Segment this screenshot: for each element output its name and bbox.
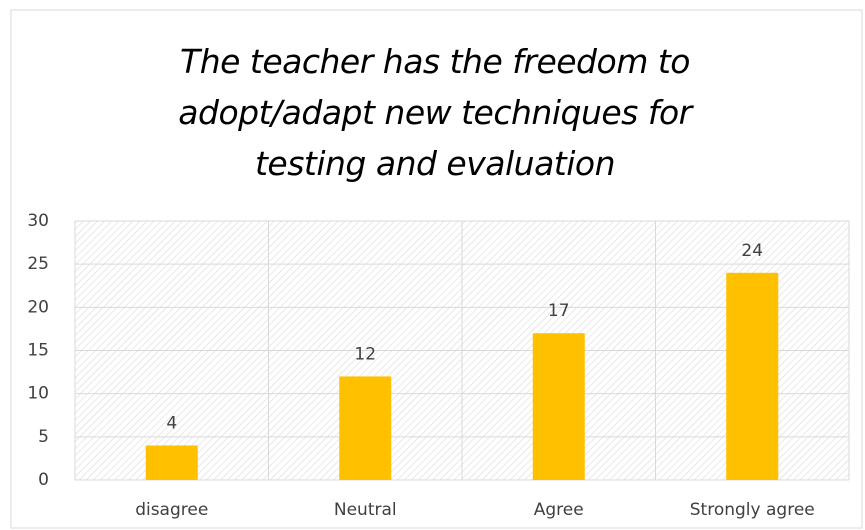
data-label: 24	[741, 241, 763, 261]
data-label: 17	[548, 301, 570, 321]
chart-title: The teacher has the freedom to adopt/ada…	[178, 42, 692, 183]
y-tick-label: 25	[27, 254, 49, 274]
y-tick-label: 30	[27, 211, 49, 231]
data-label: 12	[354, 344, 376, 364]
x-tick-label: Strongly agree	[690, 500, 815, 520]
x-tick-label: Neutral	[334, 500, 397, 520]
bar	[726, 272, 779, 480]
x-tick-label: Agree	[534, 500, 584, 520]
x-tick-label: disagree	[135, 500, 208, 520]
bar	[339, 376, 392, 480]
bar	[532, 333, 585, 480]
y-tick-label: 5	[38, 427, 49, 447]
y-tick-label: 10	[27, 384, 49, 404]
y-tick-label: 20	[27, 297, 49, 317]
bar	[145, 445, 198, 480]
y-tick-label: 15	[27, 341, 49, 361]
y-tick-label: 0	[38, 470, 49, 490]
data-label: 4	[166, 413, 177, 433]
